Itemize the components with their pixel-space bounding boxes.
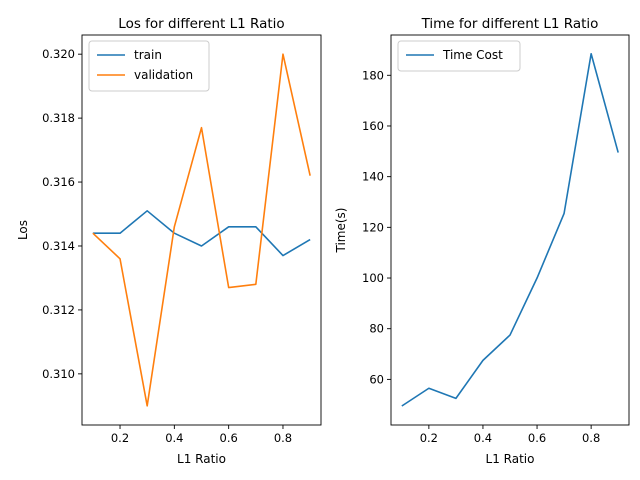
loss-y-tick-label: 0.310 xyxy=(42,367,75,381)
loss-series-validation-line xyxy=(92,53,311,407)
loss-y-tick-label: 0.320 xyxy=(42,47,75,61)
time-x-tick-label: 0.2 xyxy=(420,431,438,445)
loss-axes-frame xyxy=(81,34,322,426)
time-x-axis-label: L1 Ratio xyxy=(486,452,535,466)
loss-x-tick-label: 0.6 xyxy=(220,431,238,445)
time-title: Time for different L1 Ratio xyxy=(421,16,599,32)
time-y-tick-label: 140 xyxy=(362,170,384,184)
loss-y-tick-label: 0.314 xyxy=(42,239,75,253)
time-x-tick-label: 0.4 xyxy=(474,431,492,445)
loss-title: Los for different L1 Ratio xyxy=(118,16,284,32)
loss-x-tick-label: 0.2 xyxy=(111,431,129,445)
loss-x-axis-label: L1 Ratio xyxy=(177,452,226,466)
loss-x-tick-label: 0.8 xyxy=(274,431,292,445)
time-x-tick-label: 0.8 xyxy=(582,431,600,445)
time-y-tick-label: 80 xyxy=(369,322,384,336)
time-y-tick-label: 60 xyxy=(369,372,384,386)
loss-legend-label-validation: validation xyxy=(134,68,193,82)
time-y-axis-label: Time(s) xyxy=(334,208,348,254)
loss-legend-label-train: train xyxy=(134,48,162,62)
time-x-tick-label: 0.6 xyxy=(528,431,546,445)
time-legend-box xyxy=(397,40,521,72)
time-legend-label-time-cost: Time Cost xyxy=(442,48,503,62)
loss-y-axis-label: Los xyxy=(16,220,30,240)
time-y-tick-label: 100 xyxy=(362,271,384,285)
time-axes-frame xyxy=(390,34,630,426)
loss-y-tick-label: 0.316 xyxy=(42,175,75,189)
loss-legend-box xyxy=(88,40,210,92)
time-y-tick-label: 120 xyxy=(362,220,384,234)
time-y-tick-label: 160 xyxy=(362,119,384,133)
loss-x-tick-label: 0.4 xyxy=(165,431,183,445)
time-series-time-cost-line xyxy=(401,52,619,407)
loss-y-tick-label: 0.312 xyxy=(42,303,75,317)
loss-series-train-line xyxy=(92,210,311,257)
loss-y-tick-label: 0.318 xyxy=(42,111,75,125)
time-y-tick-label: 180 xyxy=(362,68,384,82)
loss-chart: Los for different L1 Ratio 0.2 0.4 0.6 0.8 0.… xyxy=(16,16,322,466)
time-chart: Time for different L1 Ratio 0.2 0.4 0.6 0.8 6… xyxy=(334,16,630,466)
